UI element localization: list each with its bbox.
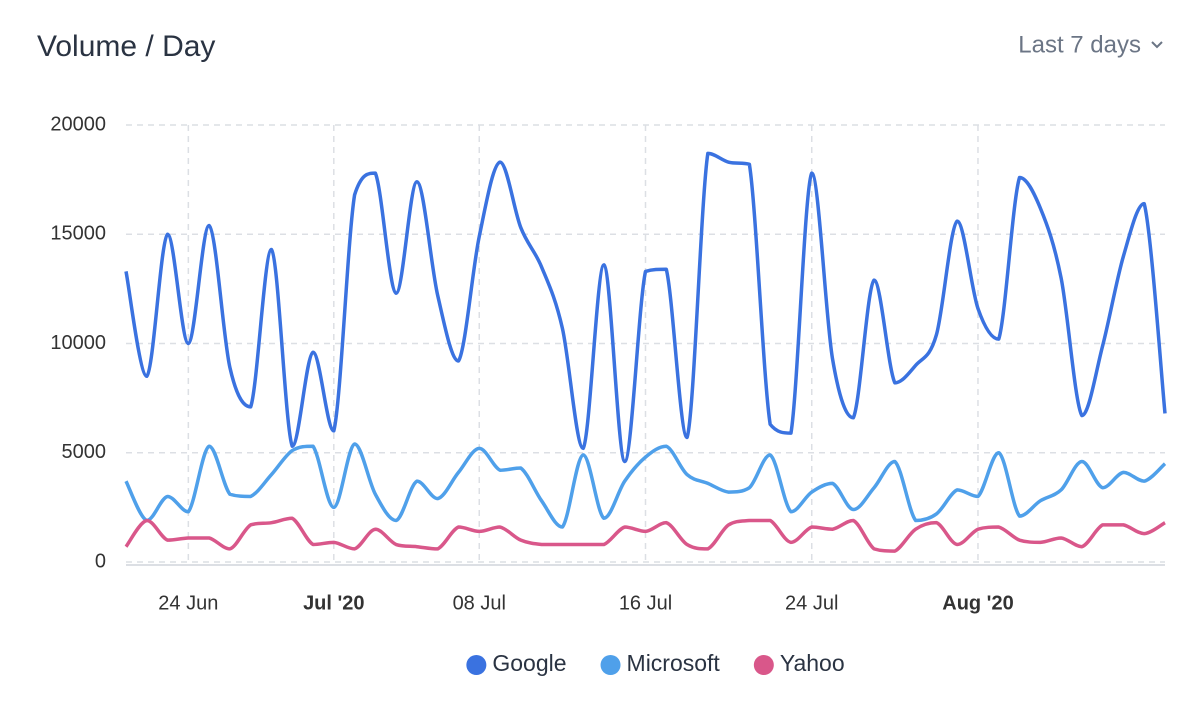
x-tick-label: 24 Jul [785,592,838,614]
chevron[interactable] [1151,41,1163,49]
series-line [124,151,1167,464]
y-tick-label: 0 [95,550,106,572]
legend-item: Yahoo [753,650,845,676]
x-tick-label: 16 Jul [619,592,672,614]
x-tick-label: Jul '20 [303,592,364,614]
y-tick-label: 5000 [62,441,107,463]
legend-label: Yahoo [780,650,845,676]
series-line [124,516,1166,553]
y-tick-label: 15000 [50,223,106,245]
series-line [124,442,1167,529]
x-tick-label: 24 Jun [158,592,218,614]
legend-label: Microsoft [627,650,721,676]
x-tick-label: 08 Jul [453,592,506,614]
legend-item: Microsoft [600,650,721,676]
range-selector-label[interactable]: Last 7 days [1018,31,1141,58]
legend-label: Google [492,650,566,676]
legend-marker [753,655,774,675]
legend-marker [466,655,487,675]
chart-title: Volume / Day [37,30,215,63]
legend-marker [600,655,621,675]
x-tick-label: Aug '20 [942,592,1013,614]
legend: Google Microsoft Yahoo [466,650,845,676]
y-tick-label: 10000 [50,332,106,354]
legend-item: Google [466,650,567,676]
range-selector[interactable]: Last 7 days [1018,31,1163,58]
y-tick-label: 20000 [50,113,106,135]
